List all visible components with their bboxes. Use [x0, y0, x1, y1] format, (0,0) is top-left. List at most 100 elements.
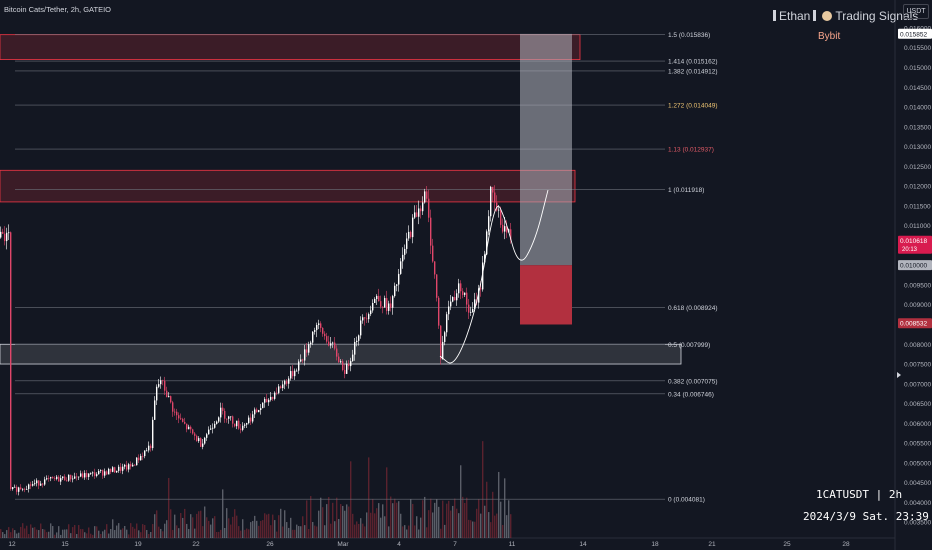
- candle-body: [72, 478, 74, 480]
- x-tick-label: 14: [579, 541, 587, 548]
- volume-bar: [348, 506, 350, 538]
- candle-body: [436, 274, 438, 298]
- volume-bar: [116, 525, 118, 538]
- price-label-time: 20:13: [902, 247, 918, 253]
- volume-bar: [86, 533, 88, 538]
- volume-bar: [222, 489, 224, 538]
- volume-bar: [354, 524, 356, 538]
- candle-body: [220, 407, 222, 418]
- candle-body: [462, 291, 464, 295]
- volume-bar: [280, 508, 282, 538]
- candle-body: [206, 434, 208, 438]
- price-label-bg: [898, 235, 932, 254]
- volume-bar: [214, 516, 216, 538]
- volume-bar: [82, 529, 84, 538]
- candle-body: [186, 423, 188, 430]
- candle-body: [466, 292, 468, 305]
- x-tick-label: 4: [397, 541, 401, 548]
- volume-bar: [262, 520, 264, 538]
- candle-body: [30, 484, 32, 486]
- volume-bar: [98, 530, 100, 538]
- candle-body: [88, 473, 90, 477]
- x-tick-label: 21: [708, 541, 716, 548]
- volume-bar: [308, 528, 310, 538]
- candle-body: [446, 314, 448, 333]
- volume-bar: [272, 514, 274, 538]
- volume-bar: [342, 505, 344, 538]
- candle-body: [444, 332, 446, 342]
- volume-bar: [462, 496, 464, 538]
- fib-level-label: 1 (0.011918): [668, 187, 704, 194]
- volume-bar: [298, 526, 300, 538]
- candle-body: [22, 488, 24, 490]
- candle-body: [242, 425, 244, 430]
- volume-bar: [242, 519, 244, 538]
- currency-badge[interactable]: USDT: [903, 4, 929, 19]
- candle-body: [128, 464, 130, 470]
- volume-bar: [190, 514, 192, 538]
- candle-body: [394, 285, 396, 297]
- volume-bar: [378, 503, 380, 538]
- volume-bar: [456, 508, 458, 538]
- volume-bar: [108, 533, 110, 538]
- y-tick-label: 0.003500: [904, 520, 931, 527]
- volume-bar: [312, 521, 314, 538]
- volume-bar: [290, 517, 292, 538]
- candle-body: [510, 229, 512, 241]
- candle-body: [292, 371, 294, 377]
- volume-bar: [366, 512, 368, 538]
- candle-body: [306, 349, 308, 353]
- candle-body: [226, 418, 228, 420]
- volume-bar: [360, 518, 362, 538]
- volume-bar: [110, 529, 112, 538]
- volume-bar: [398, 501, 400, 538]
- volume-bar: [412, 503, 414, 538]
- candle-body: [274, 392, 276, 399]
- volume-bar: [410, 499, 412, 538]
- volume-bar: [142, 524, 144, 538]
- candle-body: [56, 476, 58, 479]
- volume-bar: [420, 517, 422, 538]
- volume-bar: [186, 523, 188, 538]
- volume-bar: [10, 532, 12, 538]
- volume-bar: [66, 529, 68, 538]
- candle-body: [50, 477, 52, 479]
- candle-body: [48, 478, 50, 479]
- candle-body: [262, 402, 264, 409]
- volume-bar: [426, 527, 428, 538]
- candle-body: [398, 273, 400, 285]
- volume-bar: [362, 523, 364, 538]
- candle-body: [236, 420, 238, 427]
- volume-bar: [188, 529, 190, 538]
- volume-bar: [392, 503, 394, 538]
- volume-bar: [454, 498, 456, 538]
- projection-curve: [439, 189, 549, 364]
- volume-bar: [210, 524, 212, 538]
- candle-body: [492, 186, 494, 193]
- candle-body: [424, 191, 426, 203]
- candle-body: [58, 476, 60, 482]
- volume-bar: [166, 520, 168, 538]
- candle-body: [194, 433, 196, 436]
- candle-body: [314, 330, 316, 332]
- volume-bar: [194, 528, 196, 538]
- volume-bar: [114, 530, 116, 538]
- candle-body: [296, 370, 298, 372]
- candle-body: [182, 418, 184, 422]
- volume-bar: [24, 528, 26, 538]
- volume-bar: [314, 525, 316, 538]
- volume-bar: [240, 530, 242, 538]
- volume-bar: [444, 524, 446, 538]
- volume-bar: [494, 515, 496, 538]
- volume-bar: [68, 524, 70, 538]
- volume-bar: [104, 529, 106, 538]
- x-tick-label: 7: [453, 541, 457, 548]
- candle-body: [146, 450, 148, 452]
- candle-body: [318, 323, 320, 325]
- volume-bar: [320, 497, 322, 538]
- brand-right: Trading Signals: [835, 9, 919, 23]
- fib-level-label: 1.5 (0.015836): [668, 32, 710, 39]
- volume-bar: [50, 523, 52, 538]
- candle-body: [240, 428, 242, 430]
